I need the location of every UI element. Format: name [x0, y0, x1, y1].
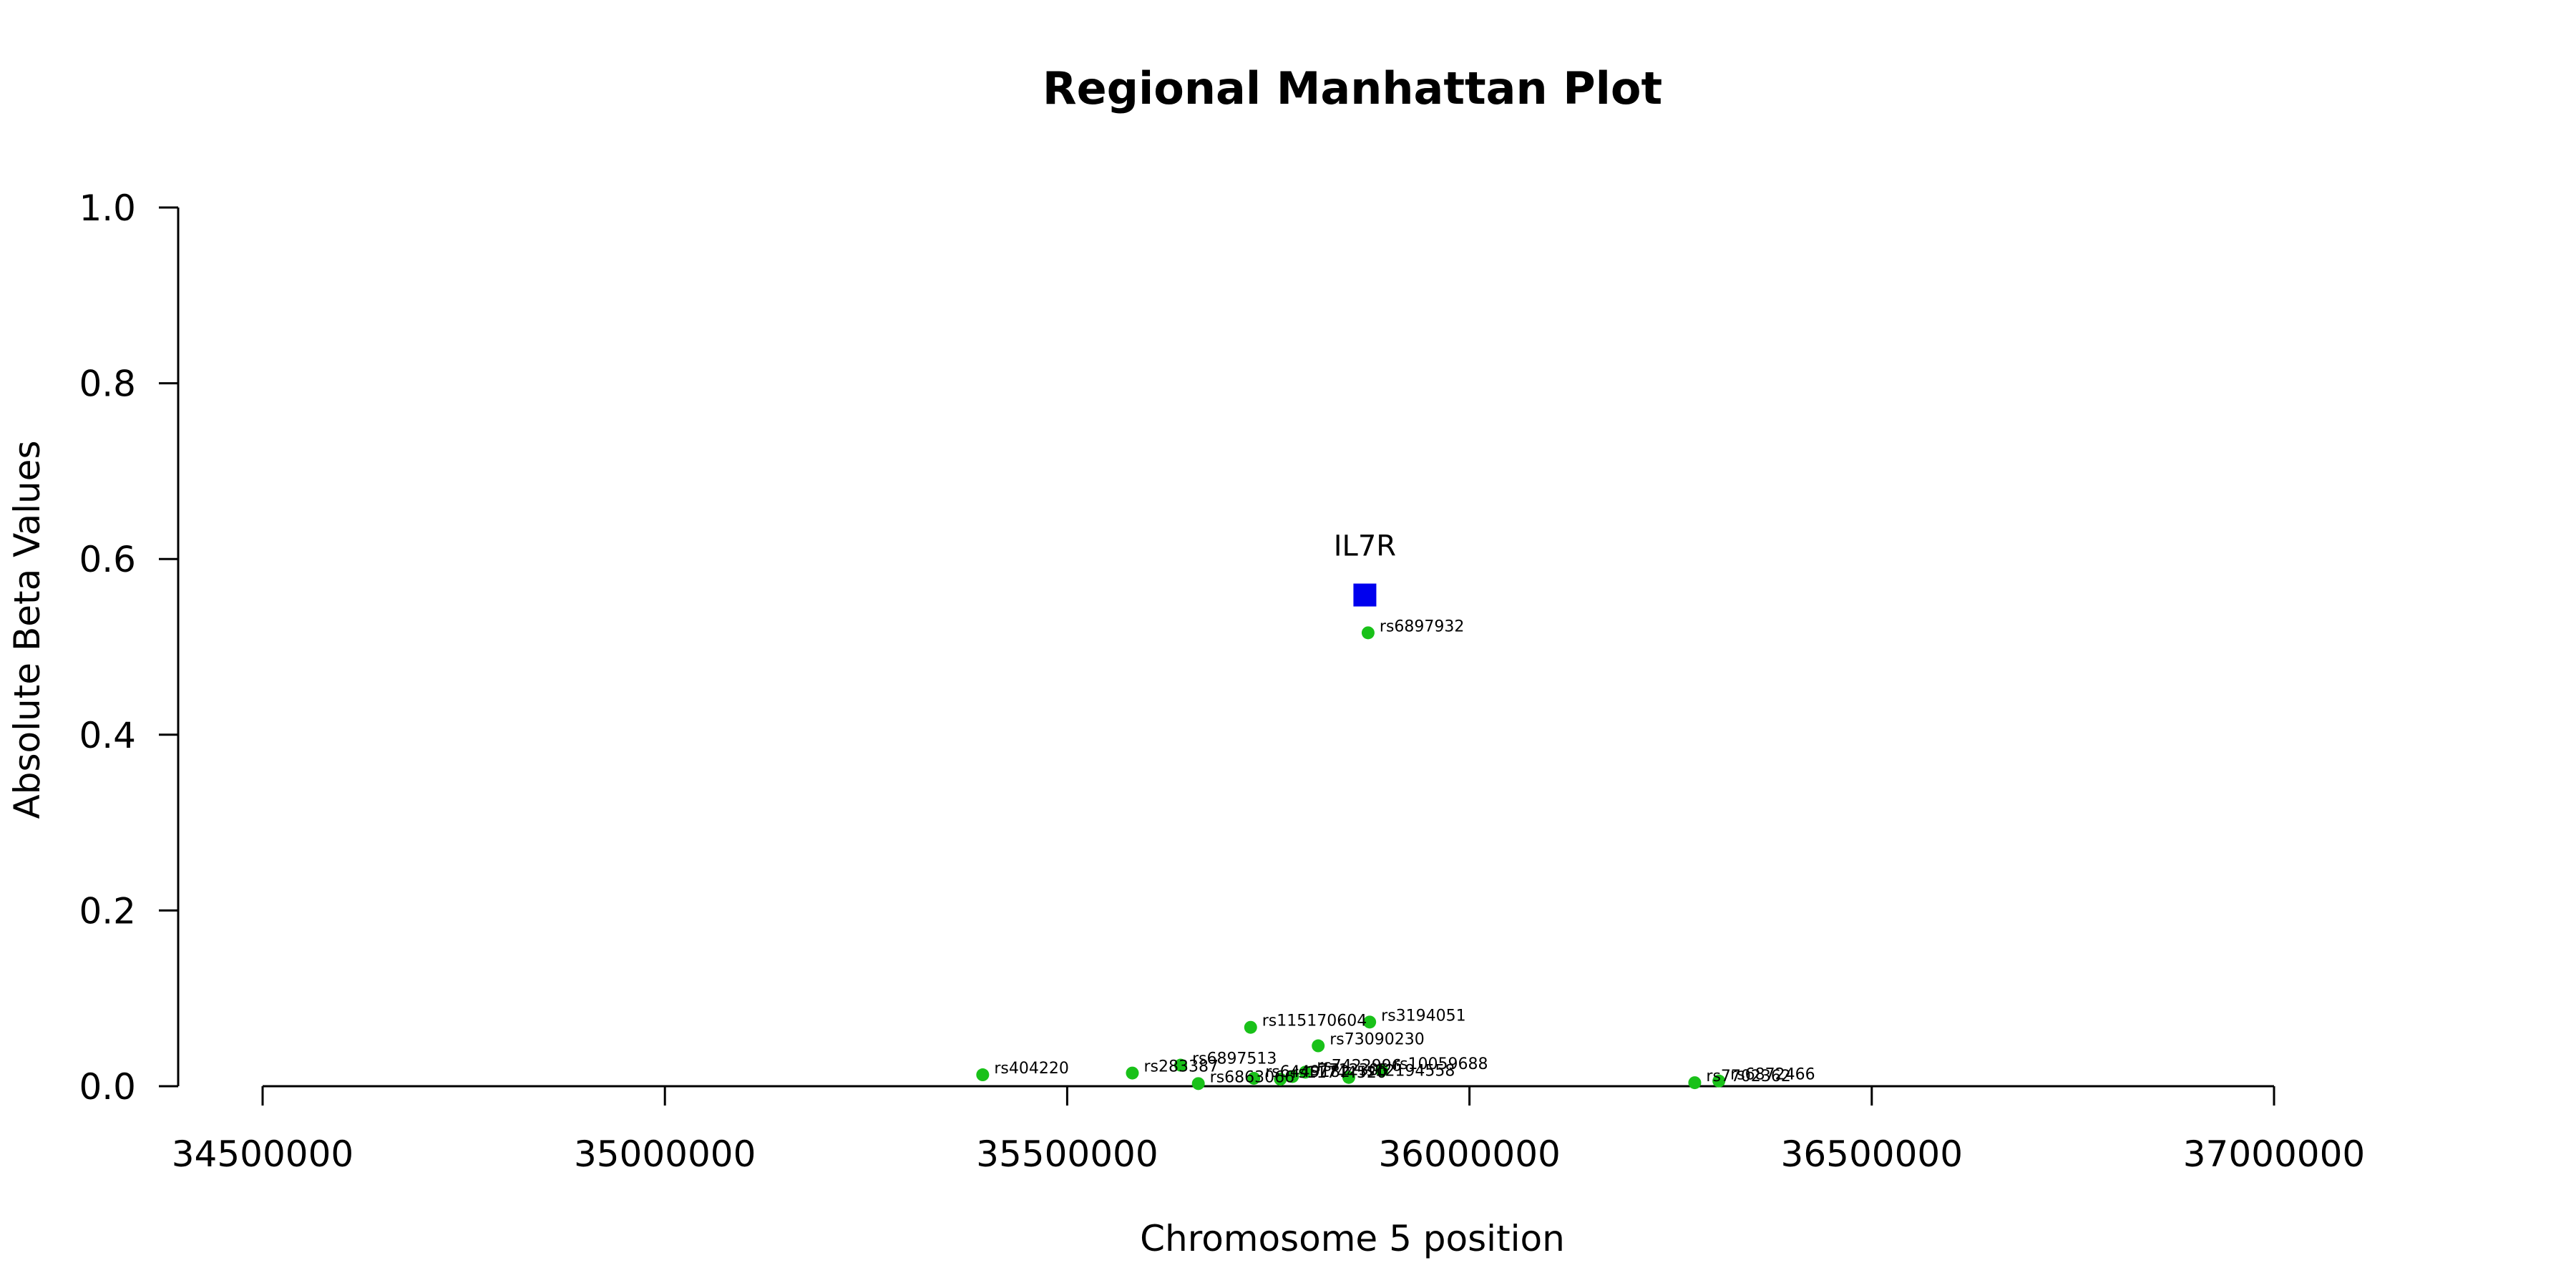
snp-label: rs283387: [1143, 1058, 1219, 1076]
snp-point: [1363, 1015, 1377, 1029]
x-tick-label: 36500000: [1781, 1133, 1963, 1175]
snp-point: [1191, 1077, 1205, 1091]
x-tick-label: 34500000: [172, 1133, 354, 1175]
snp-label: rs6897513: [1192, 1050, 1277, 1068]
gene-label: IL7R: [1334, 530, 1396, 563]
snp-label: rs404220: [994, 1060, 1069, 1078]
y-axis-title: Absolute Beta Values: [6, 441, 48, 819]
snp-point: [1174, 1058, 1187, 1072]
snp-point: [1712, 1074, 1726, 1088]
snp-point: [1286, 1070, 1299, 1083]
gene-marker: [1353, 583, 1377, 607]
snp-label: rs3194051: [1381, 1007, 1465, 1025]
snp-points: [976, 626, 1726, 1091]
x-tick-label: 35500000: [976, 1133, 1158, 1175]
snp-label: rs73090230: [1330, 1031, 1424, 1049]
snp-point: [1375, 1063, 1389, 1077]
chart-title: Regional Manhattan Plot: [1043, 62, 1662, 114]
snp-label: rs11744520: [1292, 1064, 1386, 1082]
snp-label: rs7702362: [1706, 1068, 1791, 1085]
y-axis-ticks: 0.0 0.2 0.4 0.6 0.8 1.0: [79, 187, 178, 1108]
snp-point: [1126, 1066, 1139, 1080]
x-tick-label: 35000000: [574, 1133, 756, 1175]
snp-label: rs7422996: [1317, 1057, 1402, 1075]
snp-label: rs115170604: [1262, 1013, 1367, 1030]
snp-label: rs10059688: [1393, 1055, 1488, 1073]
y-tick-label: 0.4: [79, 715, 136, 756]
snp-point: [1244, 1020, 1257, 1034]
snp-label: rs6872466: [1730, 1066, 1815, 1084]
gene-marker-group: IL7R: [1334, 530, 1396, 607]
snp-point: [1342, 1070, 1355, 1084]
snp-point: [1361, 626, 1375, 640]
y-tick-label: 0.8: [79, 364, 136, 405]
snp-point: [976, 1068, 990, 1082]
snp-point: [1688, 1076, 1702, 1090]
snp-label: rs6897932: [1380, 618, 1465, 635]
x-axis-ticks: 34500000 35000000 35500000 36000000 36500000…: [172, 1086, 2366, 1175]
snp-label: rs7712305: [1304, 1061, 1389, 1079]
snp-point: [1312, 1039, 1325, 1053]
y-tick-label: 1.0: [79, 187, 136, 229]
x-tick-label: 36000000: [1378, 1133, 1561, 1175]
snp-label: rs6863066: [1210, 1068, 1295, 1086]
snp-label: rs6449182: [1265, 1063, 1350, 1081]
snp-point: [1274, 1073, 1287, 1086]
snp-label: rs12194558: [1360, 1063, 1455, 1080]
snp-point: [1247, 1071, 1261, 1085]
y-tick-label: 0.2: [79, 890, 136, 932]
y-tick-label: 0.6: [79, 539, 136, 580]
x-tick-label: 37000000: [2183, 1133, 2366, 1175]
snp-point: [1299, 1065, 1312, 1079]
y-tick-label: 0.0: [79, 1066, 136, 1108]
x-axis-title: Chromosome 5 position: [1140, 1218, 1565, 1259]
